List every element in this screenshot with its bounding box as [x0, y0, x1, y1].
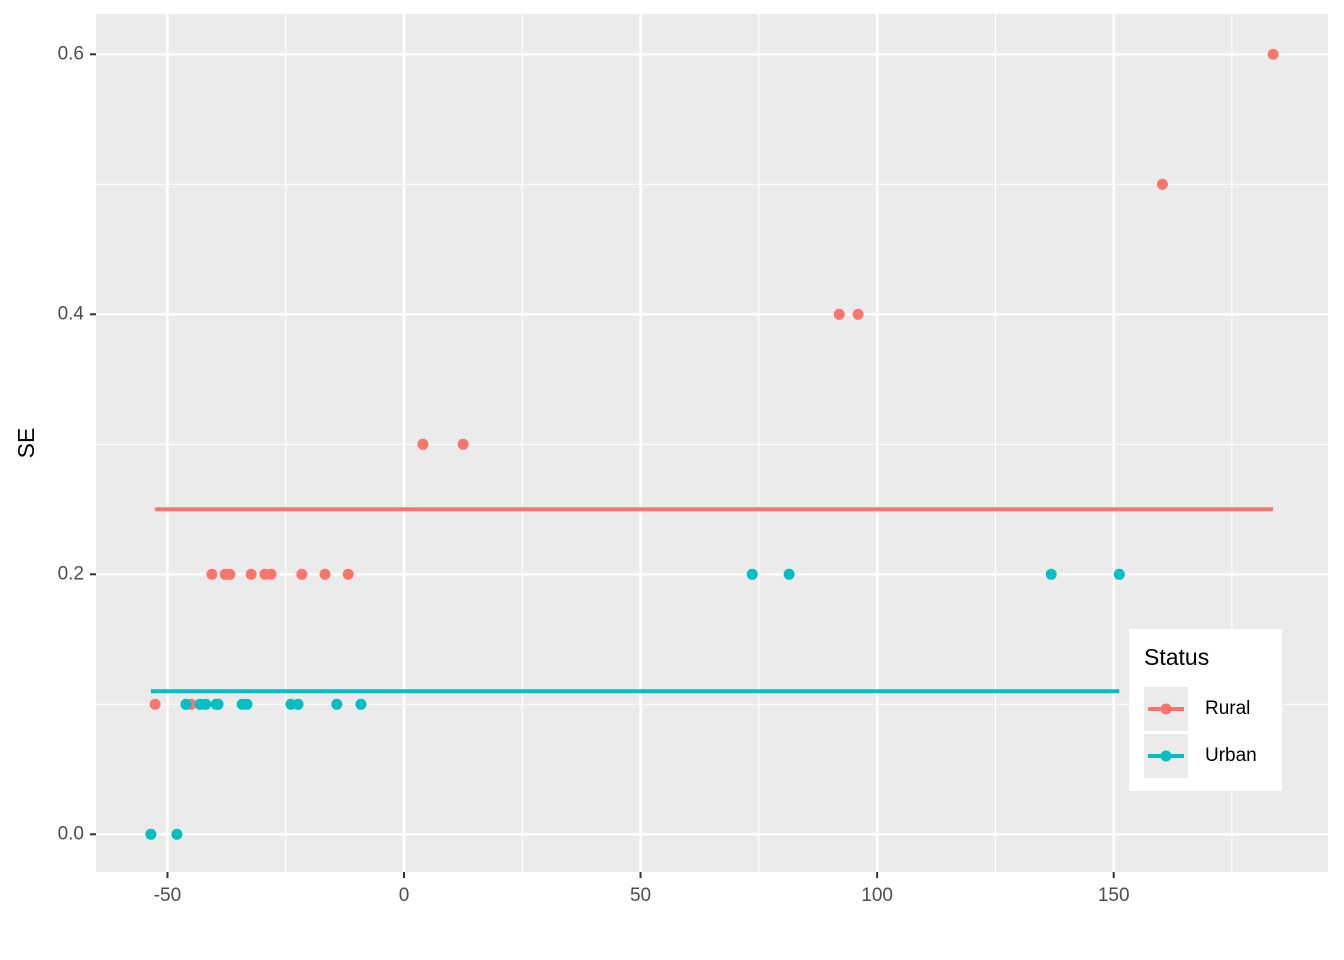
- point: [852, 308, 864, 320]
- point: [180, 698, 192, 710]
- x-tick-label: -50: [154, 885, 181, 906]
- point: [1045, 568, 1057, 580]
- x-tick-label: 50: [630, 885, 651, 906]
- point: [783, 568, 795, 580]
- point: [265, 568, 277, 580]
- x-tick-label: 150: [1098, 885, 1130, 906]
- point: [224, 568, 236, 580]
- point: [1156, 178, 1168, 190]
- point: [833, 308, 845, 320]
- point: [331, 698, 343, 710]
- y-tick-label: 0.0: [58, 823, 84, 844]
- point: [296, 568, 308, 580]
- y-axis-label: SE: [13, 428, 39, 459]
- point: [746, 568, 758, 580]
- legend-point: [1160, 703, 1172, 715]
- point: [1267, 48, 1279, 60]
- point: [355, 698, 367, 710]
- y-tick-label: 0.2: [58, 563, 84, 584]
- legend: Status Rural Urban: [1129, 629, 1282, 791]
- point: [457, 438, 469, 450]
- point: [1113, 568, 1125, 580]
- legend-title: Status: [1144, 644, 1209, 670]
- x-tick-label: 100: [861, 885, 893, 906]
- point: [342, 568, 354, 580]
- point: [245, 568, 257, 580]
- x-tick-label: 0: [399, 885, 410, 906]
- legend-point: [1160, 750, 1172, 762]
- y-tick-label: 0.6: [58, 43, 84, 64]
- grid: [96, 14, 1328, 872]
- point: [319, 568, 331, 580]
- point: [145, 828, 157, 840]
- panel: [96, 14, 1328, 872]
- point: [241, 698, 253, 710]
- point: [206, 568, 218, 580]
- legend-label: Rural: [1205, 698, 1250, 719]
- point: [171, 828, 183, 840]
- legend-label: Urban: [1205, 745, 1257, 766]
- point: [212, 698, 224, 710]
- point: [417, 438, 429, 450]
- point: [292, 698, 304, 710]
- point: [149, 698, 161, 710]
- marks: [145, 48, 1279, 840]
- point: [200, 698, 212, 710]
- y-tick-label: 0.4: [58, 303, 85, 324]
